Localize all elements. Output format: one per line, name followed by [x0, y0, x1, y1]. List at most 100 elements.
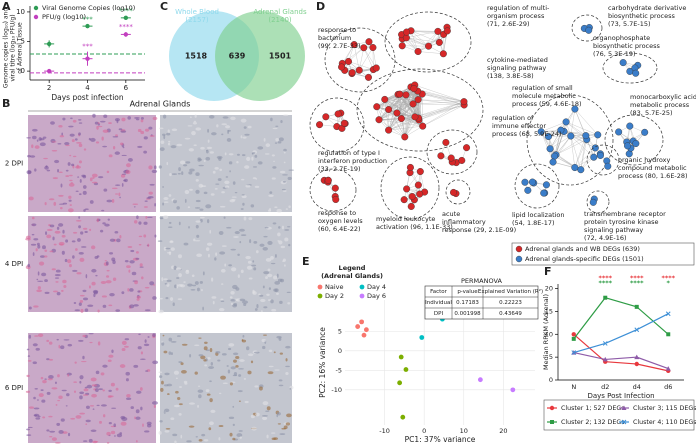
tissue-detail: [140, 130, 145, 135]
node: [385, 105, 393, 113]
tissue-detail: [27, 170, 32, 174]
cluster-label: cytokine-mediated: [487, 56, 548, 64]
tissue-detail: [226, 138, 232, 142]
tissue-detail: [173, 404, 180, 408]
tissue-detail: [238, 374, 242, 377]
tissue-detail: [272, 222, 277, 225]
tissue-detail: [167, 129, 170, 134]
tissue-detail: [231, 196, 237, 198]
tissue-detail: [108, 122, 112, 125]
node: [439, 50, 447, 58]
tissue-detail: [238, 430, 243, 432]
set-name: Adrenal Glands: [253, 8, 307, 16]
tissue-detail: [274, 206, 278, 209]
tissue-detail: [201, 433, 206, 437]
node: [632, 69, 640, 77]
tissue-detail: [55, 403, 58, 406]
tissue-detail: [245, 184, 251, 188]
tissue-detail: [288, 205, 291, 209]
legend-title: (Adrenal Glands): [321, 272, 383, 280]
edge: [404, 119, 419, 137]
tissue-detail: [262, 415, 268, 417]
tissue-detail: [43, 157, 48, 160]
tissue-detail: [36, 242, 40, 246]
edge: [410, 30, 438, 32]
tissue-detail: [248, 217, 253, 221]
tissue-detail: [125, 371, 130, 376]
data-point: [397, 380, 403, 386]
tissue-detail: [149, 281, 155, 286]
tissue-detail: [124, 345, 129, 348]
tissue-detail: [235, 365, 239, 368]
tissue-detail: [211, 132, 217, 136]
tissue-detail: [238, 400, 241, 403]
tissue-detail: [115, 184, 121, 187]
x-tick-label: 4: [85, 84, 90, 92]
tissue-detail: [195, 189, 200, 194]
node: [442, 138, 450, 146]
tissue-detail: [209, 115, 215, 119]
cluster-label: bacterium: [318, 34, 351, 42]
tissue-detail: [159, 375, 163, 378]
tissue-detail: [198, 394, 202, 399]
region-count: 1518: [185, 52, 208, 61]
node: [331, 184, 339, 192]
tissue-detail: [163, 278, 168, 281]
tissue-detail: [160, 387, 164, 392]
tissue-detail: [58, 124, 63, 128]
tissue-detail: [68, 125, 74, 128]
tissue-detail: [178, 273, 182, 278]
edge: [540, 131, 554, 163]
tissue-detail: [251, 152, 256, 154]
tissue-detail: [232, 437, 236, 441]
tissue-detail: [159, 297, 163, 300]
tissue-detail: [288, 243, 291, 247]
node: [619, 59, 627, 67]
tissue-detail: [245, 255, 251, 260]
node: [521, 178, 529, 186]
node: [410, 85, 418, 93]
tissue-detail: [48, 358, 54, 361]
tissue-detail: [271, 308, 277, 312]
tissue-detail: [158, 165, 162, 169]
legend-label: PFU/g (log10): [42, 13, 86, 21]
edge: [388, 84, 415, 131]
tissue-detail: [129, 304, 135, 309]
tissue-detail: [139, 358, 146, 361]
tissue-detail: [33, 407, 40, 410]
tissue-detail: [79, 294, 85, 297]
tissue-detail: [274, 369, 280, 371]
tissue-detail: [163, 135, 166, 140]
data-point: [403, 367, 409, 372]
tissue-detail: [91, 281, 96, 286]
tissue-detail: [246, 265, 253, 270]
legend-marker: [621, 419, 627, 425]
tissue-detail: [72, 119, 77, 123]
legend-title: Legend: [339, 264, 366, 272]
tissue-detail: [153, 165, 157, 170]
tissue-detail: [161, 342, 165, 346]
tissue-detail: [206, 242, 213, 246]
y-tick-label: 5: [21, 38, 25, 46]
tissue-detail: [266, 406, 271, 411]
tissue-detail: [164, 430, 170, 433]
tissue-detail: [38, 137, 42, 141]
cluster-label: myeloid leukocyte: [376, 215, 435, 223]
cluster-outline: [309, 168, 357, 212]
edge: [384, 99, 414, 105]
y-tick-label: -10: [331, 386, 342, 394]
tissue-detail: [76, 141, 82, 144]
tissue-detail: [254, 385, 259, 388]
tissue-detail: [121, 173, 127, 175]
tissue-detail: [162, 185, 164, 188]
node: [425, 42, 433, 50]
tissue-detail: [135, 409, 140, 414]
table-border: [424, 285, 539, 320]
node: [450, 188, 458, 196]
tissue-detail: [165, 247, 171, 250]
tissue-detail: [75, 220, 82, 222]
tissue-detail: [268, 349, 273, 353]
tissue-detail: [215, 252, 218, 256]
tissue-detail: [127, 116, 131, 120]
tissue-detail: [144, 200, 148, 202]
